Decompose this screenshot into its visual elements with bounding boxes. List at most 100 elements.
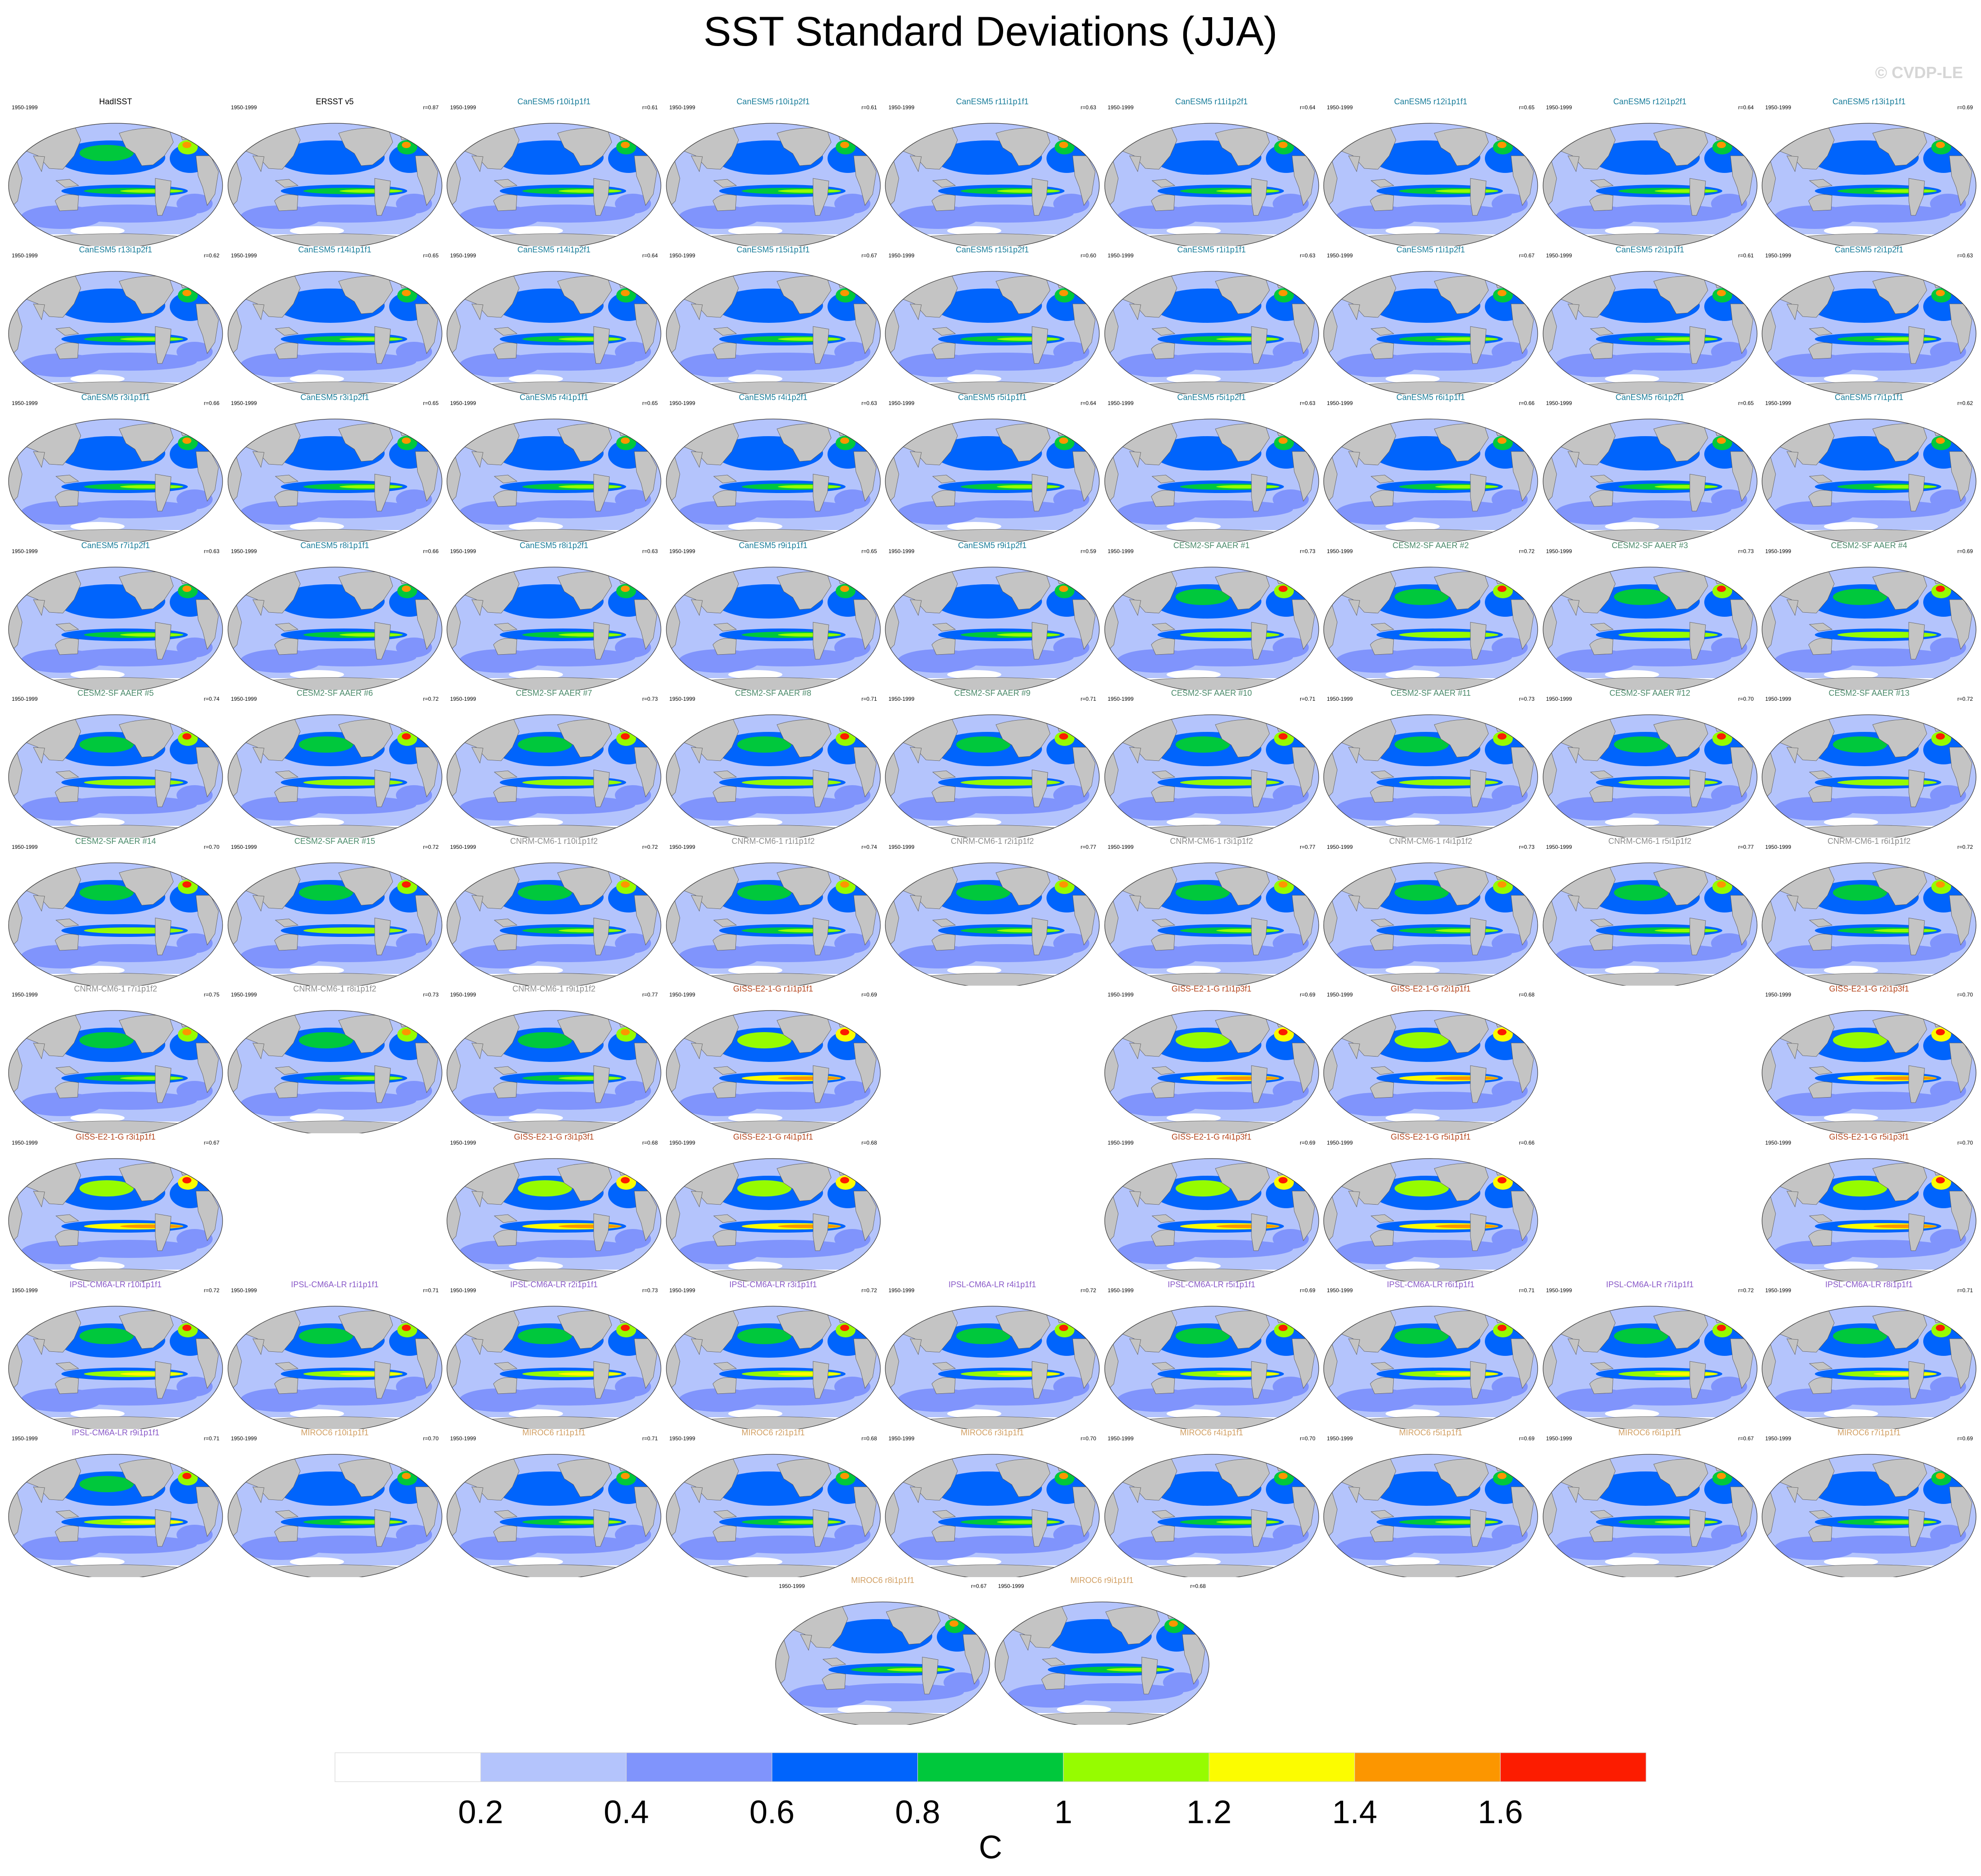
panel-period: 1950-1999 xyxy=(12,696,38,702)
land-antarctica xyxy=(1762,1268,1976,1281)
southern-ocean-blob xyxy=(728,1557,782,1566)
north-pacific-core xyxy=(956,1328,1010,1344)
land-europe xyxy=(857,1021,880,1038)
sst-field xyxy=(666,419,880,542)
south-atlantic-patch xyxy=(615,194,651,214)
sst-field xyxy=(666,862,880,986)
land-india xyxy=(471,1191,484,1207)
panel-title: CanESM5 r10i1p1f1 xyxy=(517,97,591,106)
land-antarctica xyxy=(9,529,223,542)
panel-pattern-correlation: r=0.70 xyxy=(423,1435,439,1442)
land-masses xyxy=(447,715,661,838)
sst-map xyxy=(885,1306,1100,1429)
colorbar-tick-label: 1.4 xyxy=(1332,1794,1377,1830)
land-south-america xyxy=(1251,1361,1267,1399)
panel-pattern-correlation: r=0.71 xyxy=(861,696,877,702)
land-antarctica xyxy=(1104,381,1319,394)
sst-field xyxy=(1543,1454,1757,1577)
equatorial-peak xyxy=(120,189,183,193)
panel-pattern-correlation: r=0.72 xyxy=(423,696,439,702)
land-south-america xyxy=(813,769,829,807)
map-panel: CESM2-SF AAER #7 1950-1999 r=0.73 xyxy=(445,689,663,838)
south-atlantic-patch xyxy=(1053,1524,1089,1545)
sst-map xyxy=(1104,419,1319,542)
map-outline xyxy=(227,419,442,542)
panel-period: 1950-1999 xyxy=(12,1435,38,1442)
colorbar-swatch xyxy=(917,1752,1064,1782)
sst-field xyxy=(1543,715,1757,838)
south-atlantic-patch xyxy=(1930,1524,1966,1545)
panel-pattern-correlation: r=0.61 xyxy=(1738,252,1754,259)
southern-ocean-blob xyxy=(1386,1113,1440,1122)
land-europe xyxy=(419,725,442,742)
land-india xyxy=(1567,599,1579,616)
south-atlantic-patch xyxy=(1930,1081,1966,1101)
land-maritime-continent xyxy=(1370,770,1395,779)
sst-map xyxy=(227,270,442,394)
panel-pattern-correlation: r=0.60 xyxy=(1080,252,1096,259)
map-outline xyxy=(665,714,881,838)
southern-ocean-blob xyxy=(289,226,344,235)
land-australia xyxy=(1151,786,1175,803)
land-south-america xyxy=(1908,622,1925,659)
land-south-america xyxy=(155,917,172,955)
panel-title: MIROC6 r4i1p1f1 xyxy=(1180,1428,1243,1437)
north-atlantic-peak xyxy=(1278,881,1288,888)
south-atlantic-patch xyxy=(395,785,432,805)
panel-pattern-correlation: r=0.64 xyxy=(642,252,658,259)
panel-period: 1950-1999 xyxy=(1765,696,1791,702)
panel-title: GISS-E2-1-G r4i1p1f1 xyxy=(733,1132,814,1141)
land-antarctica xyxy=(1762,825,1976,838)
land-antarctica xyxy=(666,677,880,690)
south-pacific-patch xyxy=(280,944,416,962)
panel-period: 1950-1999 xyxy=(1765,548,1791,554)
land-australia xyxy=(55,490,79,507)
sst-field xyxy=(447,862,661,986)
map-panel: CanESM5 r5i1p1f1 1950-1999 r=0.64 xyxy=(883,393,1102,542)
sst-map xyxy=(227,566,442,690)
panel-period: 1950-1999 xyxy=(1107,1435,1134,1442)
south-atlantic-patch xyxy=(1711,1377,1747,1397)
land-south-america xyxy=(1032,769,1048,807)
colorbar-swatch xyxy=(480,1752,627,1782)
land-australia xyxy=(493,933,517,950)
panel-pattern-correlation: r=0.70 xyxy=(1738,696,1754,702)
north-pacific-core xyxy=(298,588,353,605)
sst-map xyxy=(1323,1453,1538,1577)
land-south-america xyxy=(374,474,391,512)
southern-ocean-blob xyxy=(70,1409,125,1418)
equatorial-peak xyxy=(1435,633,1498,637)
map-outline xyxy=(1762,566,1976,690)
north-atlantic-peak xyxy=(1278,1029,1288,1035)
sst-field xyxy=(228,567,442,690)
panel-pattern-correlation: r=0.71 xyxy=(1519,1287,1535,1294)
land-south-america xyxy=(155,1065,172,1103)
south-atlantic-patch xyxy=(1053,637,1089,657)
north-atlantic-peak xyxy=(621,1177,630,1183)
north-pacific-core xyxy=(1175,441,1230,457)
sst-field xyxy=(885,715,1099,838)
land-antarctica xyxy=(885,529,1099,542)
south-pacific-patch xyxy=(500,1239,635,1258)
land-south-america xyxy=(593,1509,610,1546)
map-outline xyxy=(1104,123,1319,246)
map-outline xyxy=(1104,1010,1319,1133)
sst-field xyxy=(9,715,223,838)
map-outline xyxy=(1762,1158,1976,1281)
land-antarctica xyxy=(447,1416,661,1429)
land-antarctica xyxy=(447,1268,661,1281)
land-maritime-continent xyxy=(493,623,518,631)
land-india xyxy=(33,895,45,912)
north-atlantic-peak xyxy=(1716,881,1726,888)
map-panel: CanESM5 r12i1p2f1 1950-1999 r=0.64 xyxy=(1541,97,1759,246)
panel-pattern-correlation: r=0.69 xyxy=(1300,992,1316,998)
map-outline xyxy=(665,123,881,246)
southern-ocean-blob xyxy=(1056,1705,1111,1714)
north-pacific-core xyxy=(1395,1328,1449,1344)
sst-field xyxy=(1762,1010,1976,1133)
land-australia xyxy=(493,1525,517,1542)
panel-title: CESM2-SF AAER #12 xyxy=(1609,689,1691,698)
sst-map xyxy=(8,270,223,394)
land-south-america xyxy=(1470,1509,1487,1546)
sst-map xyxy=(665,123,881,246)
